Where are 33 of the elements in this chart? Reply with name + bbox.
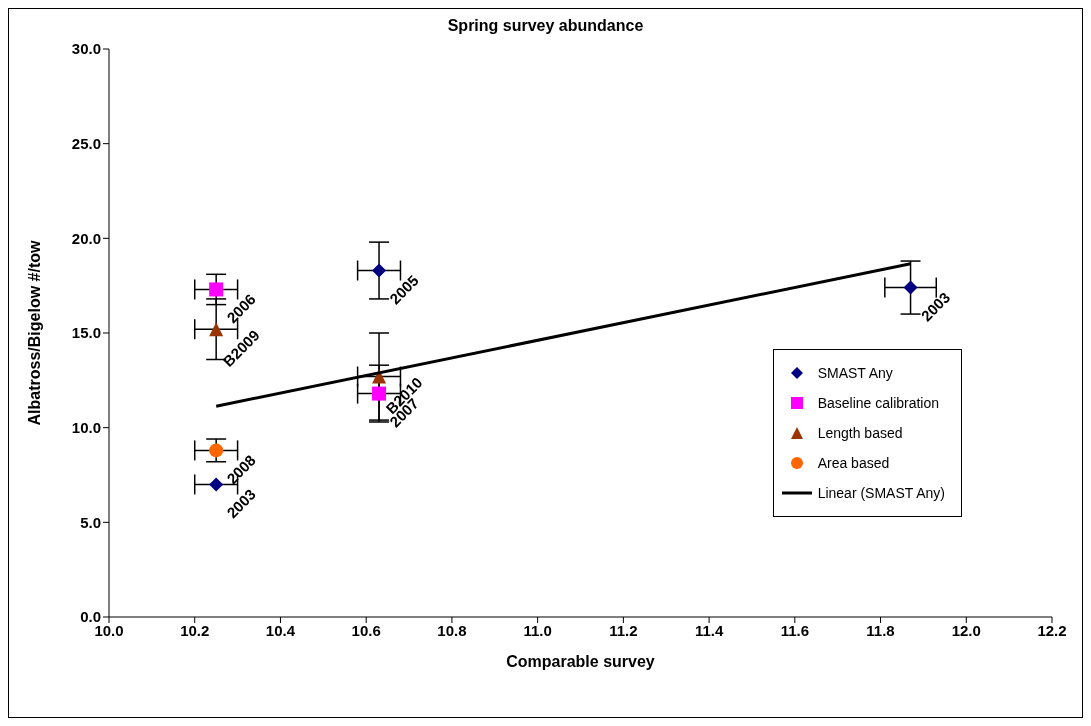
x-tick-label: 11.0	[523, 621, 552, 639]
x-tick-label: 10.6	[351, 621, 381, 639]
point	[209, 477, 224, 492]
point	[209, 443, 224, 458]
point	[372, 369, 387, 384]
y-axis-title: Albatross/Bigelow #/tow	[25, 239, 43, 426]
point	[372, 386, 387, 401]
x-tick-label: 10.4	[265, 621, 296, 639]
x-tick-label: 11.4	[694, 621, 724, 639]
y-tick-label: 5.0	[80, 513, 101, 531]
legend-label: Linear (SMAST Any)	[817, 485, 945, 501]
y-tick-label: 25.0	[71, 134, 101, 152]
x-axis-title: Comparable survey	[506, 653, 655, 670]
x-tick-label: 10.8	[437, 621, 467, 639]
y-tick-label: 15.0	[71, 324, 101, 342]
legend-label: Area based	[817, 455, 890, 471]
x-tick-label: 11.8	[866, 621, 895, 639]
y-tick-label: 10.0	[71, 418, 101, 436]
x-tick-label: 12.2	[1037, 621, 1067, 639]
x-tick-label: 10.2	[180, 621, 210, 639]
point	[209, 322, 224, 337]
chart-title: Spring survey abundance	[446, 17, 645, 35]
x-tick-label: 12.0	[951, 621, 981, 639]
legend-label: SMAST Any	[817, 365, 893, 381]
y-tick-label: 20.0	[71, 229, 101, 247]
y-tick-label: 30.0	[71, 40, 101, 58]
point	[372, 263, 387, 278]
x-tick-label: 11.6	[780, 621, 810, 639]
x-tick-label: 11.2	[609, 621, 638, 639]
point	[903, 280, 918, 295]
legend-label: Baseline calibration	[817, 395, 940, 411]
point	[209, 282, 224, 297]
legend-label: Length based	[817, 425, 903, 441]
